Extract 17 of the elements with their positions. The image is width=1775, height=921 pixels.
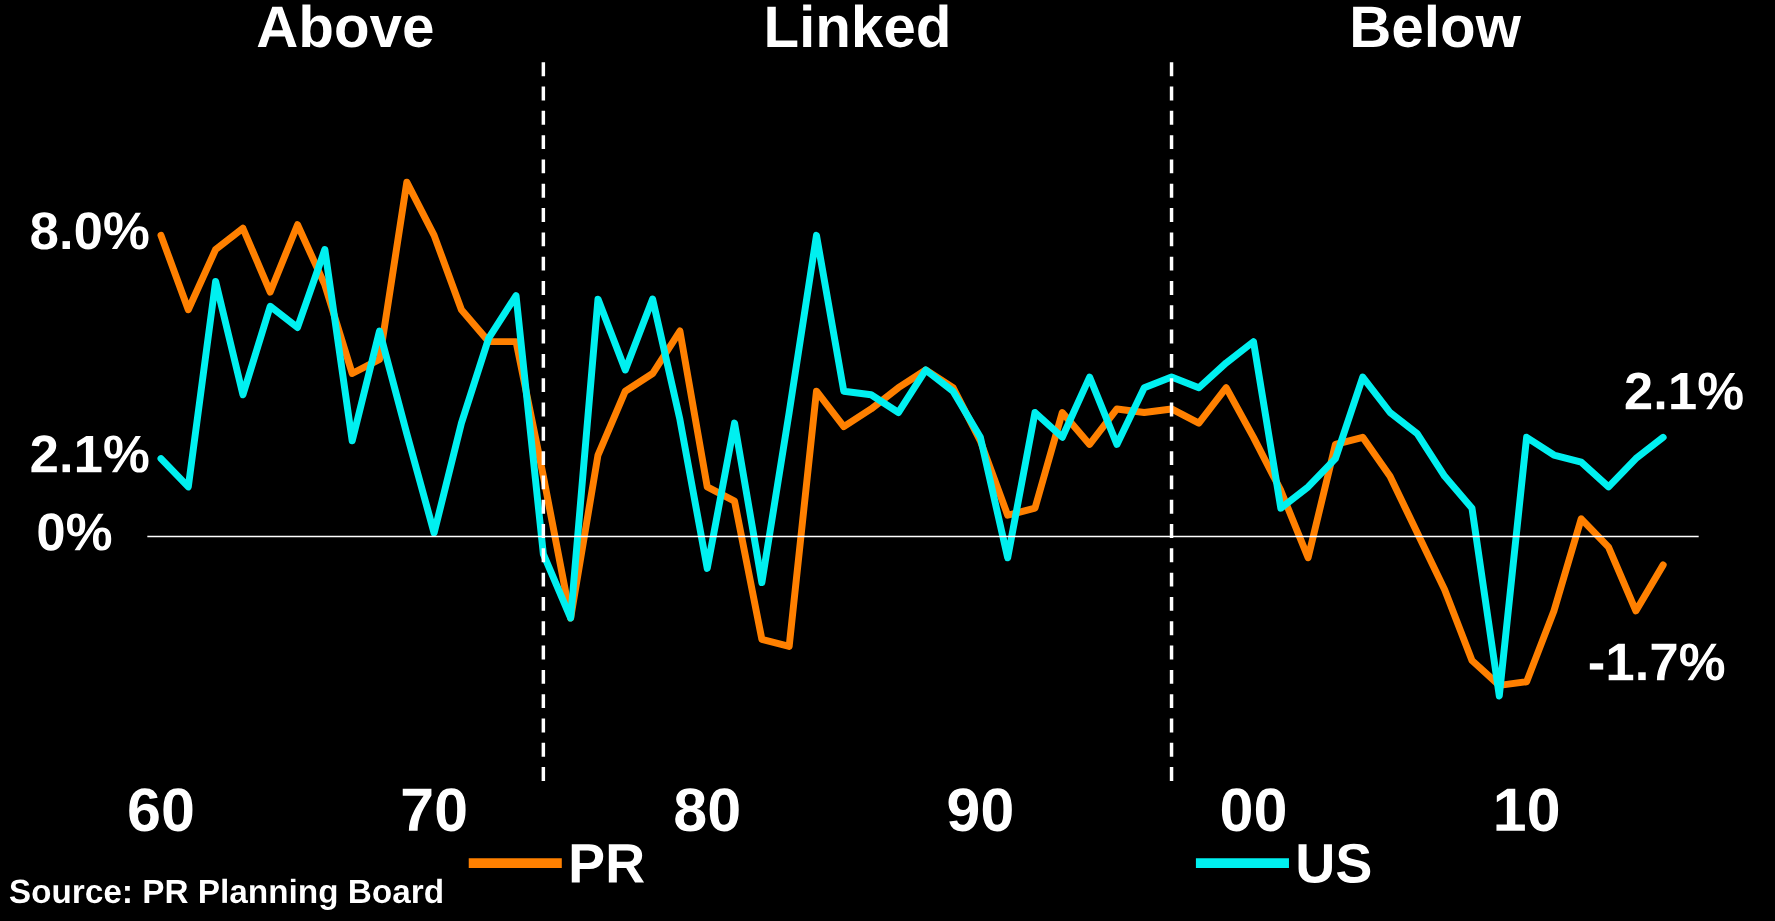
legend-label: PR xyxy=(571,844,645,883)
annotation: 2.1% xyxy=(1625,372,1743,410)
x-tick-label: 10 xyxy=(1496,788,1559,832)
text: Linked xyxy=(767,4,948,48)
annotation: -1.7% xyxy=(1589,643,1725,681)
source-note: Source: PR Planning Board xyxy=(9,878,442,910)
x-tick-label: 60 xyxy=(129,788,193,832)
legend-label: US xyxy=(1298,843,1371,884)
x-tick-label: 70 xyxy=(402,788,466,832)
ref-line-label: 0% xyxy=(38,513,112,551)
x-tick-label: 80 xyxy=(675,788,739,832)
text: Below xyxy=(1353,4,1522,48)
text: Above xyxy=(257,4,433,48)
x-tick-label: 00 xyxy=(1221,788,1285,832)
annotation: 8.0% xyxy=(31,212,149,250)
x-tick-label: 90 xyxy=(948,788,1012,832)
annotation: 2.1% xyxy=(31,435,149,473)
